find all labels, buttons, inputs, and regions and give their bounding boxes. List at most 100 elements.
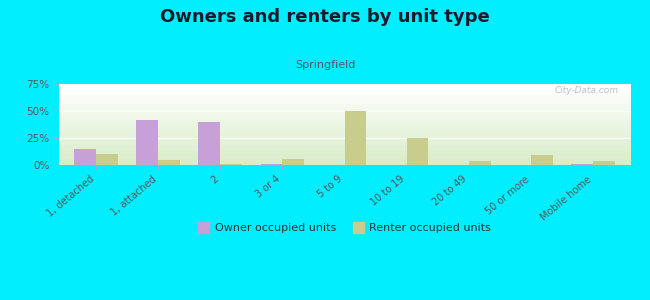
Bar <box>58 158 630 159</box>
Bar <box>571 164 593 165</box>
Bar <box>198 122 220 165</box>
Bar <box>58 95 630 96</box>
Bar <box>58 136 630 137</box>
Bar <box>58 109 630 110</box>
Bar <box>58 159 630 160</box>
Bar <box>58 119 630 120</box>
Bar <box>58 152 630 153</box>
Bar <box>261 164 282 165</box>
Bar <box>58 163 630 164</box>
Bar <box>58 89 630 90</box>
Bar <box>58 115 630 116</box>
Text: City-Data.com: City-Data.com <box>555 86 619 95</box>
Bar <box>58 136 630 137</box>
Bar <box>58 114 630 115</box>
Bar <box>58 122 630 123</box>
Bar <box>58 108 630 109</box>
Bar <box>58 107 630 108</box>
Legend: Owner occupied units, Renter occupied units: Owner occupied units, Renter occupied un… <box>194 218 495 238</box>
Bar <box>58 116 630 117</box>
Bar <box>58 132 630 133</box>
Bar <box>58 84 630 85</box>
Bar <box>58 140 630 141</box>
Bar <box>58 121 630 122</box>
Bar <box>58 86 630 87</box>
Bar <box>58 101 630 102</box>
Bar <box>96 154 118 165</box>
Bar <box>58 134 630 135</box>
Bar <box>58 103 630 104</box>
Bar <box>58 143 630 144</box>
Bar <box>58 139 630 140</box>
Bar <box>58 151 630 152</box>
Bar <box>58 149 630 150</box>
Bar <box>58 88 630 89</box>
Bar <box>58 164 630 165</box>
Bar <box>58 117 630 118</box>
Bar <box>58 157 630 158</box>
Bar <box>58 93 630 94</box>
Bar <box>469 161 491 165</box>
Bar <box>58 162 630 163</box>
Bar <box>58 90 630 91</box>
Text: Springfield: Springfield <box>295 60 355 70</box>
Bar <box>58 135 630 136</box>
Bar <box>58 96 630 97</box>
Bar <box>58 141 630 142</box>
Bar <box>58 87 630 88</box>
Bar <box>136 120 158 165</box>
Bar <box>58 142 630 143</box>
Bar <box>58 105 630 106</box>
Bar <box>220 164 242 165</box>
Bar <box>58 112 630 113</box>
Bar <box>58 106 630 107</box>
Bar <box>58 154 630 155</box>
Bar <box>58 100 630 101</box>
Bar <box>58 148 630 149</box>
Bar <box>58 131 630 132</box>
Bar <box>58 97 630 98</box>
Bar <box>58 146 630 147</box>
Bar <box>58 85 630 86</box>
Bar <box>58 124 630 125</box>
Bar <box>58 145 630 146</box>
Bar <box>58 99 630 100</box>
Text: Owners and renters by unit type: Owners and renters by unit type <box>160 8 490 26</box>
Bar <box>58 130 630 131</box>
Bar <box>58 144 630 145</box>
Bar <box>58 118 630 119</box>
Bar <box>407 138 428 165</box>
Bar <box>58 150 630 151</box>
Bar <box>58 128 630 129</box>
Bar <box>58 153 630 154</box>
Bar <box>58 137 630 138</box>
Bar <box>58 127 630 128</box>
Bar <box>58 160 630 161</box>
Bar <box>58 110 630 111</box>
Bar <box>282 158 304 165</box>
Bar <box>344 111 366 165</box>
Bar <box>58 161 630 162</box>
Bar <box>74 149 96 165</box>
Bar <box>58 113 630 114</box>
Bar <box>58 120 630 121</box>
Bar <box>58 111 630 112</box>
Bar <box>531 155 552 165</box>
Bar <box>58 156 630 157</box>
Bar <box>58 102 630 103</box>
Bar <box>58 91 630 92</box>
Bar <box>58 133 630 134</box>
Bar <box>58 123 630 124</box>
Bar <box>158 160 180 165</box>
Bar <box>593 161 615 165</box>
Bar <box>58 98 630 99</box>
Bar <box>58 94 630 95</box>
Bar <box>58 92 630 93</box>
Bar <box>58 155 630 156</box>
Bar <box>58 126 630 127</box>
Bar <box>58 104 630 105</box>
Bar <box>58 147 630 148</box>
Bar <box>58 125 630 126</box>
Bar <box>58 129 630 130</box>
Bar <box>58 138 630 139</box>
